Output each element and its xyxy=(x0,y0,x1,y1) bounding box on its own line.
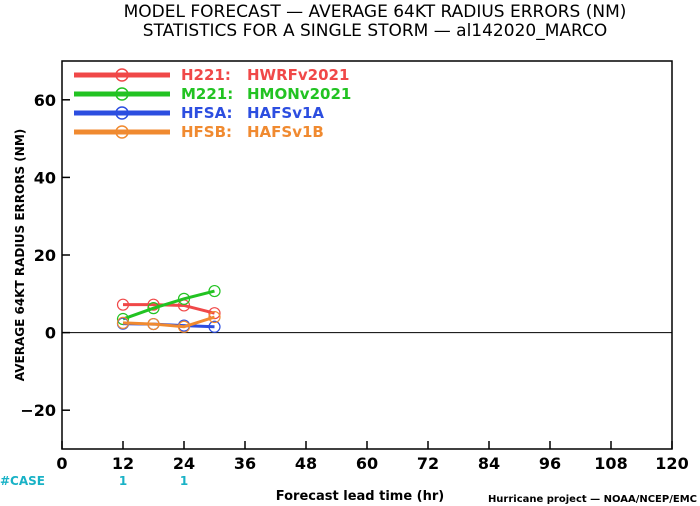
data-point xyxy=(208,320,221,333)
x-tick-label: 120 xyxy=(655,454,688,473)
chart-subtitle: STATISTICS FOR A SINGLE STORM — al142020… xyxy=(143,21,607,41)
legend-marker xyxy=(115,87,129,101)
x-tick-label: 36 xyxy=(234,454,256,473)
data-point xyxy=(147,298,160,311)
data-point xyxy=(147,317,160,331)
legend-marker xyxy=(115,125,129,139)
x-axis-label: Forecast lead time (hr) xyxy=(276,489,444,504)
x-tick-label: 108 xyxy=(594,454,627,473)
legend-item: HFSA: HAFSv1A xyxy=(74,104,324,122)
case-label: #CASE xyxy=(0,474,45,488)
case-count: 1 xyxy=(180,474,188,488)
series-line xyxy=(123,303,215,315)
legend-code: HFSB: xyxy=(181,123,232,141)
legend-label: HMONv2021 xyxy=(247,85,351,103)
y-tick-label: 20 xyxy=(34,246,56,265)
y-axis: −20 0 20 40 60 xyxy=(20,91,70,420)
legend-label: HAFSv1A xyxy=(247,104,324,122)
y-tick-label: −20 xyxy=(20,401,56,420)
legend-label: HAFSv1B xyxy=(247,123,324,141)
legend-code: M221: xyxy=(181,85,233,103)
legend-code: H221: xyxy=(181,66,231,84)
x-tick-label: 0 xyxy=(56,454,67,473)
plot-area xyxy=(61,60,673,450)
legend: H221: HWRFv2021 M221: HMONv2021 HFSA: HAFSv1A… xyxy=(74,66,351,141)
data-point xyxy=(208,310,221,324)
x-tick-label: 72 xyxy=(417,454,439,473)
legend-label: HWRFv2021 xyxy=(247,66,349,84)
legend-item: H221: HWRFv2021 xyxy=(74,66,349,84)
data-point xyxy=(177,292,191,305)
legend-item: M221: HMONv2021 xyxy=(74,85,351,103)
x-tick-label: 24 xyxy=(173,454,195,473)
data-point xyxy=(208,307,221,320)
legend-marker xyxy=(115,106,129,120)
data-point xyxy=(116,298,130,311)
legend-marker xyxy=(115,68,129,82)
data-point xyxy=(147,302,160,315)
series-HAFSv1B xyxy=(116,310,221,333)
data-point xyxy=(116,316,130,329)
y-tick-label: 40 xyxy=(34,168,56,187)
x-tick-label: 12 xyxy=(112,454,134,473)
legend-item: HFSB: HAFSv1B xyxy=(74,123,324,141)
y-tick-label: 60 xyxy=(34,91,56,110)
data-point xyxy=(208,284,221,298)
data-point xyxy=(177,320,191,333)
x-tick-label: 60 xyxy=(356,454,378,473)
y-axis-label: AVERAGE 64KT RADIUS ERRORS (NM) xyxy=(13,129,27,381)
legend-code: HFSA: xyxy=(181,104,233,122)
series-line xyxy=(122,289,215,321)
credit-text: Hurricane project — NOAA/NCEP/EMC xyxy=(488,494,697,505)
x-tick-label: 48 xyxy=(295,454,317,473)
x-tick-label: 96 xyxy=(539,454,561,473)
case-count: 1 xyxy=(119,474,127,488)
x-axis: 0 12 24 36 48 60 72 84 96 108 120 xyxy=(56,441,689,473)
series-layer xyxy=(116,284,221,333)
chart-title: MODEL FORECAST — AVERAGE 64KT RADIUS ERR… xyxy=(124,2,627,22)
y-tick-label: 0 xyxy=(45,324,56,343)
x-tick-label: 84 xyxy=(478,454,500,473)
series-line xyxy=(122,315,215,329)
